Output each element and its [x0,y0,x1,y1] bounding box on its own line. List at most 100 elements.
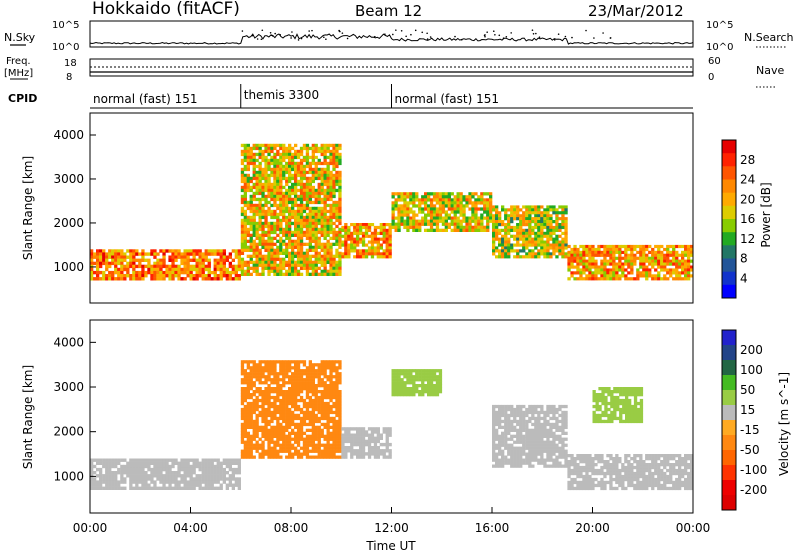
heatmap-cell [317,191,321,196]
heatmap-cell [267,230,271,235]
heatmap-cell [288,215,292,220]
noise-series [89,29,694,45]
heatmap-cell [255,212,259,217]
heatmap-cell [267,422,271,427]
heatmap-cell [504,214,508,218]
heatmap-cell [537,231,541,235]
heatmap-cell [350,246,354,250]
heatmap-cell [543,428,547,432]
heatmap-cell [543,410,547,415]
heatmap-cell [96,249,100,253]
heatmap-cell [302,384,307,388]
heatmap-cell [537,252,541,256]
heatmap-cell [555,240,559,244]
heatmap-cell [323,425,327,429]
heatmap-cell [276,149,280,154]
heatmap-cell [432,219,437,223]
heatmap-cell [204,464,208,469]
heatmap-cell [388,243,392,247]
heatmap-cell [495,431,499,435]
heatmap-cell [308,455,312,459]
heatmap-cell [468,201,472,205]
heatmap-cell [675,277,679,281]
heatmap-cell [561,246,565,250]
heatmap-cell [258,242,262,246]
heatmap-cell [243,149,247,154]
heatmap-cell [326,378,330,382]
heatmap-cell [291,176,295,181]
heatmap-cell [168,249,172,253]
heatmap-cell [299,167,304,172]
heatmap-cell [240,173,245,178]
heatmap-cell [141,277,145,281]
heatmap-cell [276,164,280,169]
heatmap-cell [459,204,463,208]
heatmap-cell [385,246,389,250]
heatmap-cell [93,477,97,481]
heatmap-cell [522,220,526,224]
heatmap-cell [317,455,321,459]
heatmap-cell [648,274,652,278]
heatmap-cell [615,250,619,254]
heatmap-cell [267,245,271,249]
heatmap-cell [147,267,151,272]
heatmap-cell [240,437,245,441]
heatmap-cell [326,416,330,421]
heatmap-cell [657,271,661,275]
heatmap-cell [93,458,97,462]
heatmap-cell [510,205,514,209]
heatmap-cell [672,256,676,260]
heatmap-cell [108,252,112,256]
heatmap-cell [311,236,315,240]
heatmap-cell [543,246,547,250]
heatmap-cell [537,249,541,253]
heatmap-cell [282,173,286,178]
heatmap-cell [612,244,616,249]
heatmap-cell [453,207,457,211]
heatmap-cell [246,452,250,456]
nsearch-point [538,36,541,39]
heatmap-cell [177,464,181,469]
heatmap-cell [391,372,395,376]
heatmap-cell [249,404,253,409]
heatmap-cell [264,257,268,261]
heatmap-cell [222,267,226,272]
heatmap-cell [359,252,363,256]
heatmap-cell [338,269,342,273]
heatmap-cell [332,404,336,409]
heatmap-cell [240,455,245,459]
heatmap-cell [594,259,598,263]
heatmap-cell [261,443,265,447]
heatmap-cell [462,207,466,211]
cpid-label: CPID [8,92,37,105]
heatmap-cell [195,261,199,266]
heatmap-cell [288,395,292,400]
heatmap-cell [255,413,259,418]
heatmap-cell [382,249,386,253]
heatmap-cell [294,161,298,166]
nsearch-point [557,33,560,35]
heatmap-cell [522,416,526,421]
heatmap-cell [270,194,274,199]
heatmap-cell [468,219,472,223]
heatmap-cell [285,369,289,373]
heatmap-cell [332,254,336,258]
heatmap-cell [308,194,312,199]
heatmap-cell [525,437,529,441]
heatmap-cell [246,366,250,370]
heatmap-cell [657,274,661,278]
heatmap-cell [192,274,196,278]
heatmap-cell [486,222,490,226]
heatmap-cell [594,250,598,254]
heatmap-cell [332,158,336,163]
heatmap-cell [684,244,688,249]
heatmap-cell [255,401,259,406]
heatmap-cell [382,240,386,244]
heatmap-cell [252,269,256,273]
heatmap-cell [326,390,330,394]
heatmap-cell [288,425,292,429]
heatmap-cell [621,265,625,269]
heatmap-cell [421,372,425,376]
heatmap-cell [261,149,265,154]
heatmap-cell [111,249,115,253]
